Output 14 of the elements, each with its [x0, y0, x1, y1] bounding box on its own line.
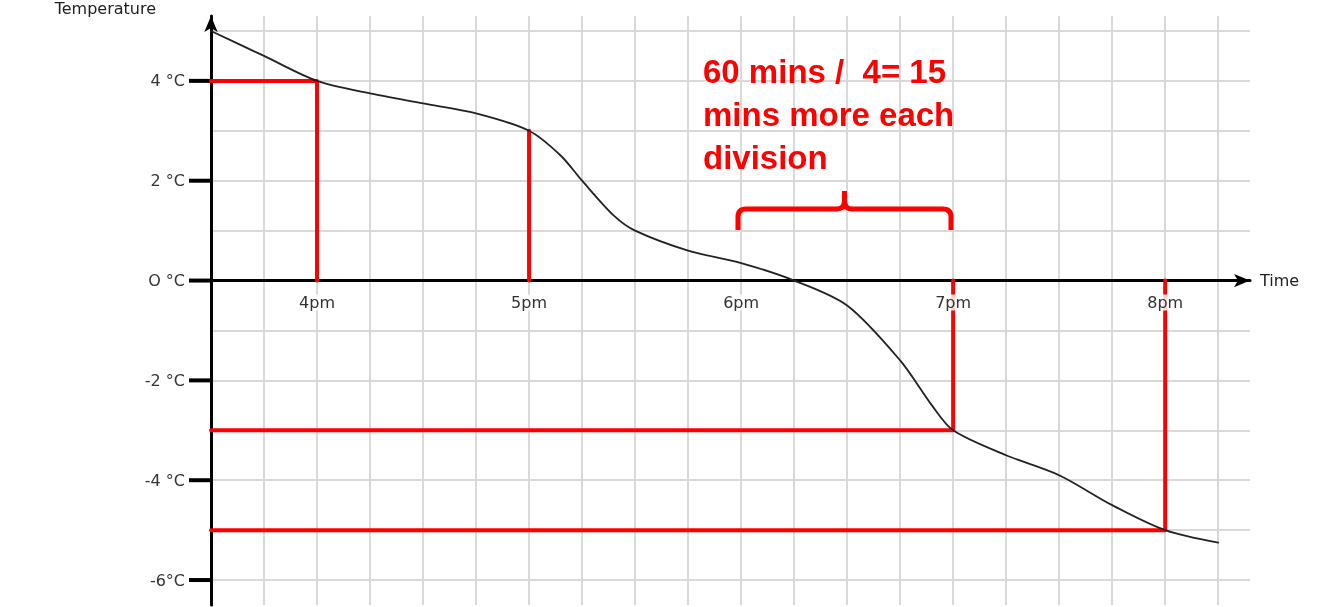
x-tick-label: 7pm — [935, 293, 972, 313]
x-tick-label: 5pm — [511, 293, 548, 313]
x-tick-label: 8pm — [1147, 293, 1184, 313]
y-tick-label: -6°C — [149, 570, 185, 590]
y-tick-label: -2 °C — [144, 370, 185, 390]
x-tick-label: 6pm — [723, 293, 760, 313]
x-axis-title: Time — [1259, 271, 1300, 291]
y-axis-title: Temperature — [53, 0, 156, 18]
y-tick-label: 2 °C — [150, 171, 185, 191]
annotation: 60 mins / 4= 15 mins more each division — [703, 53, 964, 176]
y-tick-label: O °C — [148, 271, 185, 291]
x-tick-label: 4pm — [299, 293, 335, 313]
y-tick-label: -4 °C — [144, 470, 185, 490]
y-tick-label: 4 °C — [150, 71, 185, 91]
